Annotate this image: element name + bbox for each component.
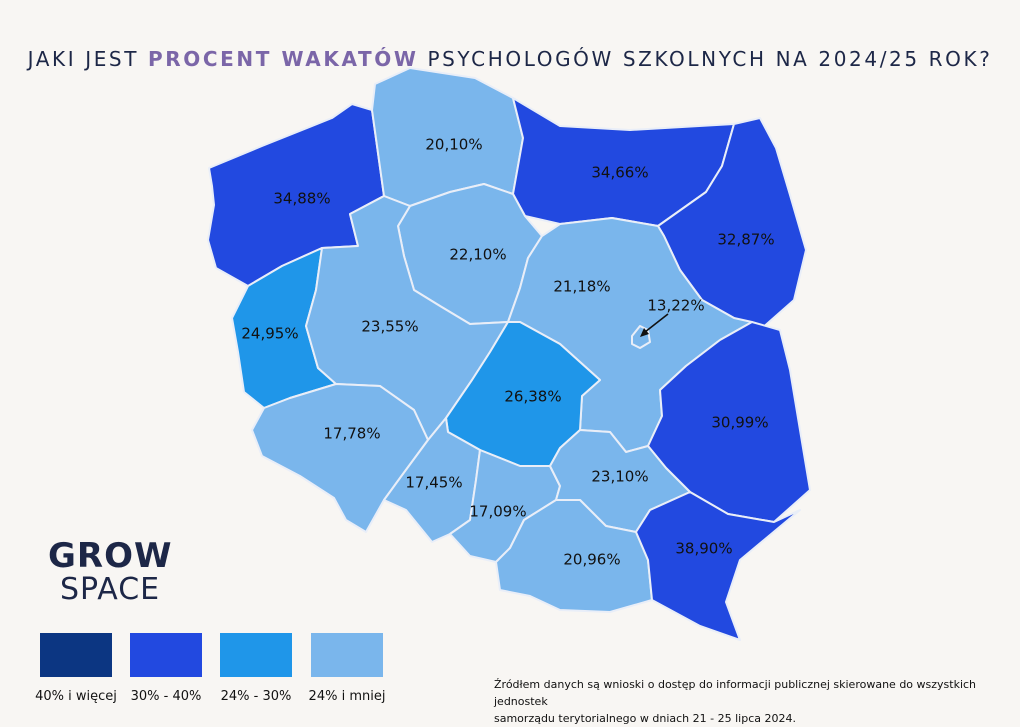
legend-item-24-30: 24% - 30% bbox=[220, 633, 292, 704]
region-value-warminsko-mazurskie: 34,66% bbox=[591, 164, 648, 182]
region-value-pomorskie: 20,10% bbox=[425, 136, 482, 154]
warsaw-arrow bbox=[640, 313, 669, 337]
region-podkarpackie bbox=[635, 491, 801, 641]
legend-swatch bbox=[220, 633, 292, 677]
region-value-warszawa: 13,22% bbox=[647, 297, 704, 315]
legend-swatch bbox=[130, 633, 202, 677]
region-value-slaskie: 17,09% bbox=[469, 503, 526, 521]
region-malopolskie bbox=[495, 499, 653, 613]
region-value-swietokrzyskie: 23,10% bbox=[591, 468, 648, 486]
logo-line2: SPACE bbox=[60, 572, 161, 607]
region-value-lubelskie: 30,99% bbox=[711, 414, 768, 432]
region-value-lubuskie: 24,95% bbox=[241, 325, 298, 343]
legend-label: 24% i mniej bbox=[308, 689, 386, 704]
legend-swatch bbox=[311, 633, 383, 677]
region-value-malopolskie: 20,96% bbox=[563, 551, 620, 569]
title-highlight: PROCENT WAKATÓW bbox=[148, 47, 419, 71]
source-line2: samorządu terytorialnego w dniach 21 - 2… bbox=[494, 712, 796, 725]
growspace-logo: GROW SPACE bbox=[48, 538, 188, 606]
title-part2: PSYCHOLOGÓW SZKOLNYCH NA 2024/25 ROK? bbox=[418, 47, 993, 71]
regions bbox=[207, 67, 811, 641]
legend-item-30-40: 30% - 40% bbox=[130, 633, 202, 704]
region-value-opolskie: 17,45% bbox=[405, 474, 462, 492]
region-value-lodzkie: 26,38% bbox=[504, 388, 561, 406]
region-value-zachodniopomorskie: 34,88% bbox=[273, 190, 330, 208]
legend-label: 40% i więcej bbox=[35, 689, 117, 704]
region-value-wielkopolskie: 23,55% bbox=[361, 318, 418, 336]
region-labels: 34,88% 20,10% 34,66% 32,87% 22,10% 21,18% 13,2… bbox=[241, 136, 774, 569]
region-value-podkarpackie: 38,90% bbox=[675, 540, 732, 558]
logo-line1: GROW bbox=[48, 536, 173, 576]
legend-label: 30% - 40% bbox=[130, 689, 202, 704]
source-line1: Źródłem danych są wnioski o dostęp do in… bbox=[494, 678, 977, 708]
region-value-dolnoslaskie: 17,78% bbox=[323, 425, 380, 443]
region-dolnoslaskie bbox=[251, 383, 429, 533]
legend-label: 24% - 30% bbox=[220, 689, 292, 704]
region-value-kujawsko-pomorskie: 22,10% bbox=[449, 246, 506, 264]
legend-swatch bbox=[40, 633, 112, 677]
legend-item-le24: 24% i mniej bbox=[309, 633, 385, 704]
source-note: Źródłem danych są wnioski o dostęp do in… bbox=[494, 676, 994, 727]
page-title: JAKI JEST PROCENT WAKATÓW PSYCHOLOGÓW SZ… bbox=[0, 47, 1020, 71]
title-part1: JAKI JEST bbox=[27, 47, 148, 71]
region-value-mazowieckie: 21,18% bbox=[553, 278, 610, 296]
region-value-podlaskie: 32,87% bbox=[717, 231, 774, 249]
legend-item-ge40: 40% i więcej bbox=[35, 633, 117, 704]
